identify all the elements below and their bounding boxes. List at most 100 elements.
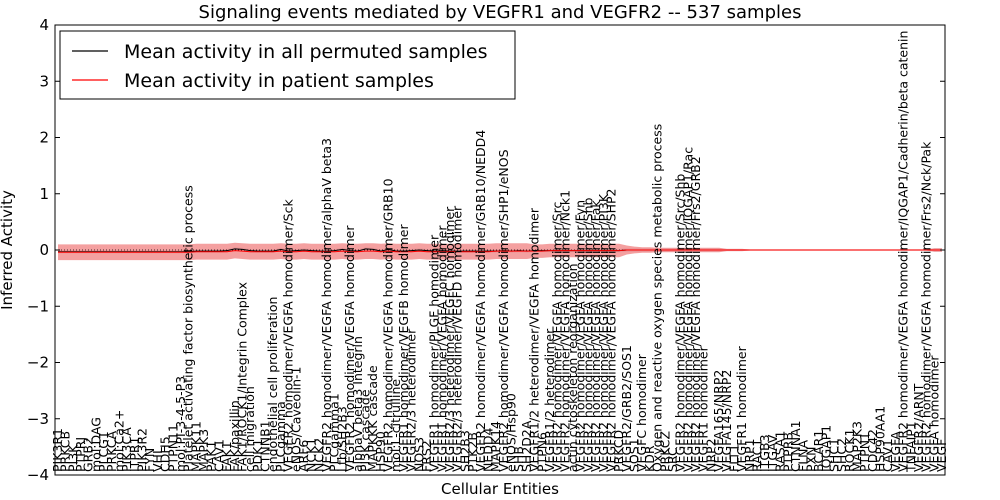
x-category-label: VEGFR2/3 heterodimer/VEGFC homodimer (442, 206, 457, 472)
x-category-label: cell migration (242, 386, 257, 472)
x-category-label: MAPK14 (488, 421, 503, 472)
x-category-label: VEGFR2/3 heterodimer (404, 328, 419, 472)
x-category-label: VEGF (934, 439, 949, 472)
x-category-label: PTPN11 (165, 424, 180, 472)
x-category-label: PTPRB (780, 432, 795, 472)
x-category-label: VEGFR2 homodimer/VEGFA homodimer/alphaV … (319, 138, 334, 472)
x-category-label: VEGFR2 homodimer/VEGFA homodimer/Fak (588, 200, 603, 472)
x-category-label: HSP90 (373, 431, 388, 472)
x-category-label: CTNNB1 (258, 420, 273, 472)
x-category-label: MAP2K3 (849, 421, 864, 472)
x-category-label: CAV1 (211, 439, 226, 472)
x-category-label: ITPR1 (127, 437, 142, 473)
x-category-label: TNFAIP1 (903, 421, 918, 473)
x-category-label: PTPRJ (73, 437, 88, 472)
legend-label-patient: Mean activity in patient samples (124, 70, 434, 92)
x-category-label: MAPKKK cascade (365, 365, 380, 472)
x-category-label: MAPK3 (196, 429, 211, 472)
x-category-label: VEGFR2 homodimer/VEGFA homodimer/SHP1/eN… (496, 149, 511, 472)
x-category-label: ROCK1 (842, 429, 857, 472)
x-category-label: VEGFR2 homodimer/VEGFA homodimer/IQGAP1/… (680, 147, 695, 472)
x-category-label: VEGFR1 homodimer (734, 345, 749, 472)
x-category-label: VEGFR2/3 heterodimer/VEGFD homodimer (450, 205, 465, 472)
x-category-label: FRS2 (419, 440, 434, 472)
x-category-label: VEGFR2 homodimer/VEGFA homodimer/Fyn (573, 200, 588, 472)
x-category-label: VEGFA homodimer (926, 355, 941, 472)
x-category-label: VEGFR2 homodimer/VEGFA homodimer/Src/Shb (673, 174, 688, 472)
x-category-label: PIK3R1 (50, 428, 65, 472)
legend: Mean activity in all permuted samples Me… (59, 30, 516, 100)
x-category-label: eNOS/Caveolin-1 (288, 367, 303, 472)
x-axis-title: Cellular Entities (441, 480, 559, 498)
x-category-label: VEGFR1 homodimer/VEGFB homodimer (396, 224, 411, 472)
x-category-label: PI3K cascade (358, 389, 373, 472)
y-tick-label: 1 (39, 185, 49, 203)
x-category-label: VEGFR2 homodimer/VEGFA homodimer/Src (550, 202, 565, 472)
x-category-label: VEGFR1/2 heterodimer/VEGFA homodimer (527, 207, 542, 472)
x-category-label: MAPK11 (188, 421, 203, 472)
patient-mean-line (58, 249, 942, 253)
x-category-label: SHC2 (834, 438, 849, 472)
x-category-label: VEGFR2/GRB2/SOS1 (619, 345, 634, 472)
chart-title: Signaling events mediated by VEGFR1 and … (199, 2, 802, 23)
x-category-label: VEGFR2 homodimer/VEGFA homodimer/Frs2/GR… (688, 156, 703, 472)
x-category-label: HSP90AA1 (873, 406, 888, 472)
x-category-label: VEGFR2 homodimer/VEGFA homodimer/Nck1 (557, 190, 572, 472)
x-category-label: actin cytoskeleton reorganization (565, 263, 580, 472)
x-category-label: CTNNA1 (788, 420, 803, 472)
x-category-label: NRP1 (742, 438, 757, 472)
x-category-label: alphaV beta3 Integrin (350, 336, 365, 472)
x-category-label: mol:L-citrulline (388, 379, 403, 472)
y-axis-title: Inferred Activity (0, 190, 16, 310)
x-category-label: ITGAV (765, 434, 780, 472)
x-category-label: VEGFR2 homodimer/VEGFA homodimer/IQGAP1/… (896, 31, 911, 472)
x-category-label: VEGFA (888, 431, 903, 472)
x-category-label: VEGFR2 homodimer/VEGFA homodimer/PI3K (596, 193, 611, 472)
x-category-label: PTPN6 (534, 432, 549, 472)
plot-area (55, 242, 945, 261)
y-tick-label: −1 (27, 297, 49, 315)
x-category-label: PIK3CA (119, 427, 134, 472)
y-tick-label: 4 (39, 16, 49, 34)
x-category-label: VEGFR2 homodimer/VEGFA homodimer (342, 225, 357, 472)
x-category-label: PRKCA (104, 431, 119, 472)
x-category-label: mol:DAG (88, 417, 103, 472)
x-category-label: PTK2B (465, 432, 480, 472)
legend-box (59, 30, 516, 100)
x-category-label: VEGFC homodimer (634, 353, 649, 472)
x-category-label: PLCgamma1 (327, 393, 342, 472)
x-category-label: CDC42 (865, 429, 880, 472)
x-category-label: PIK3R2 (135, 428, 150, 472)
x-category-label: RAC1 (750, 439, 765, 472)
x-category-label: PRKCB (58, 431, 73, 472)
x-category-label: RASA1 (773, 431, 788, 472)
x-category-label: SH2B3 (457, 430, 472, 472)
x-category-label: VEGFR1 homodimer/PLGF homodimer (427, 234, 442, 472)
y-tick-label: 3 (39, 72, 49, 90)
y-tick-label: −4 (27, 466, 49, 484)
x-category-label: VEGFR2 homodimer/VEGFA homodimer/Sck (281, 199, 296, 472)
x-category-label: SHC1 (826, 438, 841, 472)
x-category-label: SH2D2A (519, 420, 534, 472)
x-category-label: SHB (511, 446, 526, 472)
x-category-label: mol:PI-3-4-5-P3 (173, 376, 188, 472)
x-category-label: FAK1 (219, 441, 234, 472)
x-category-label: VEGFR2/ARNT (911, 383, 926, 472)
x-category-label: CDH5 (158, 436, 173, 472)
x-category-labels: PIK3R1PRKCBPI3KPTPRJGRB2mol:DAGPLCG1PRKC… (50, 31, 949, 473)
x-category-label: VEGFR1/2 heterodimer (542, 328, 557, 472)
x-category-label: PLCgamma (273, 401, 288, 472)
x-category-label: VEGFR1 homodimer (696, 345, 711, 472)
x-category-label: NEDD4 (481, 428, 496, 472)
x-category-label: ITGB3 (757, 434, 772, 472)
x-category-label: FAK1/ROCK1/Integrin Complex (235, 282, 250, 472)
x-category-label: PAK1 (204, 441, 219, 472)
x-category-label: VHL (150, 447, 165, 472)
x-category-label: endothelial cell proliferation (265, 297, 280, 472)
x-category-label: PTPN1 (857, 432, 872, 472)
x-category-label: PLCG1 (96, 431, 111, 472)
y-tick-label: 0 (39, 241, 49, 259)
x-category-label: mol:Ca2+ (112, 410, 127, 472)
x-category-label: VEGFR2 homodimer/VEGFA homodimer/Frs2/Nc… (919, 141, 934, 472)
